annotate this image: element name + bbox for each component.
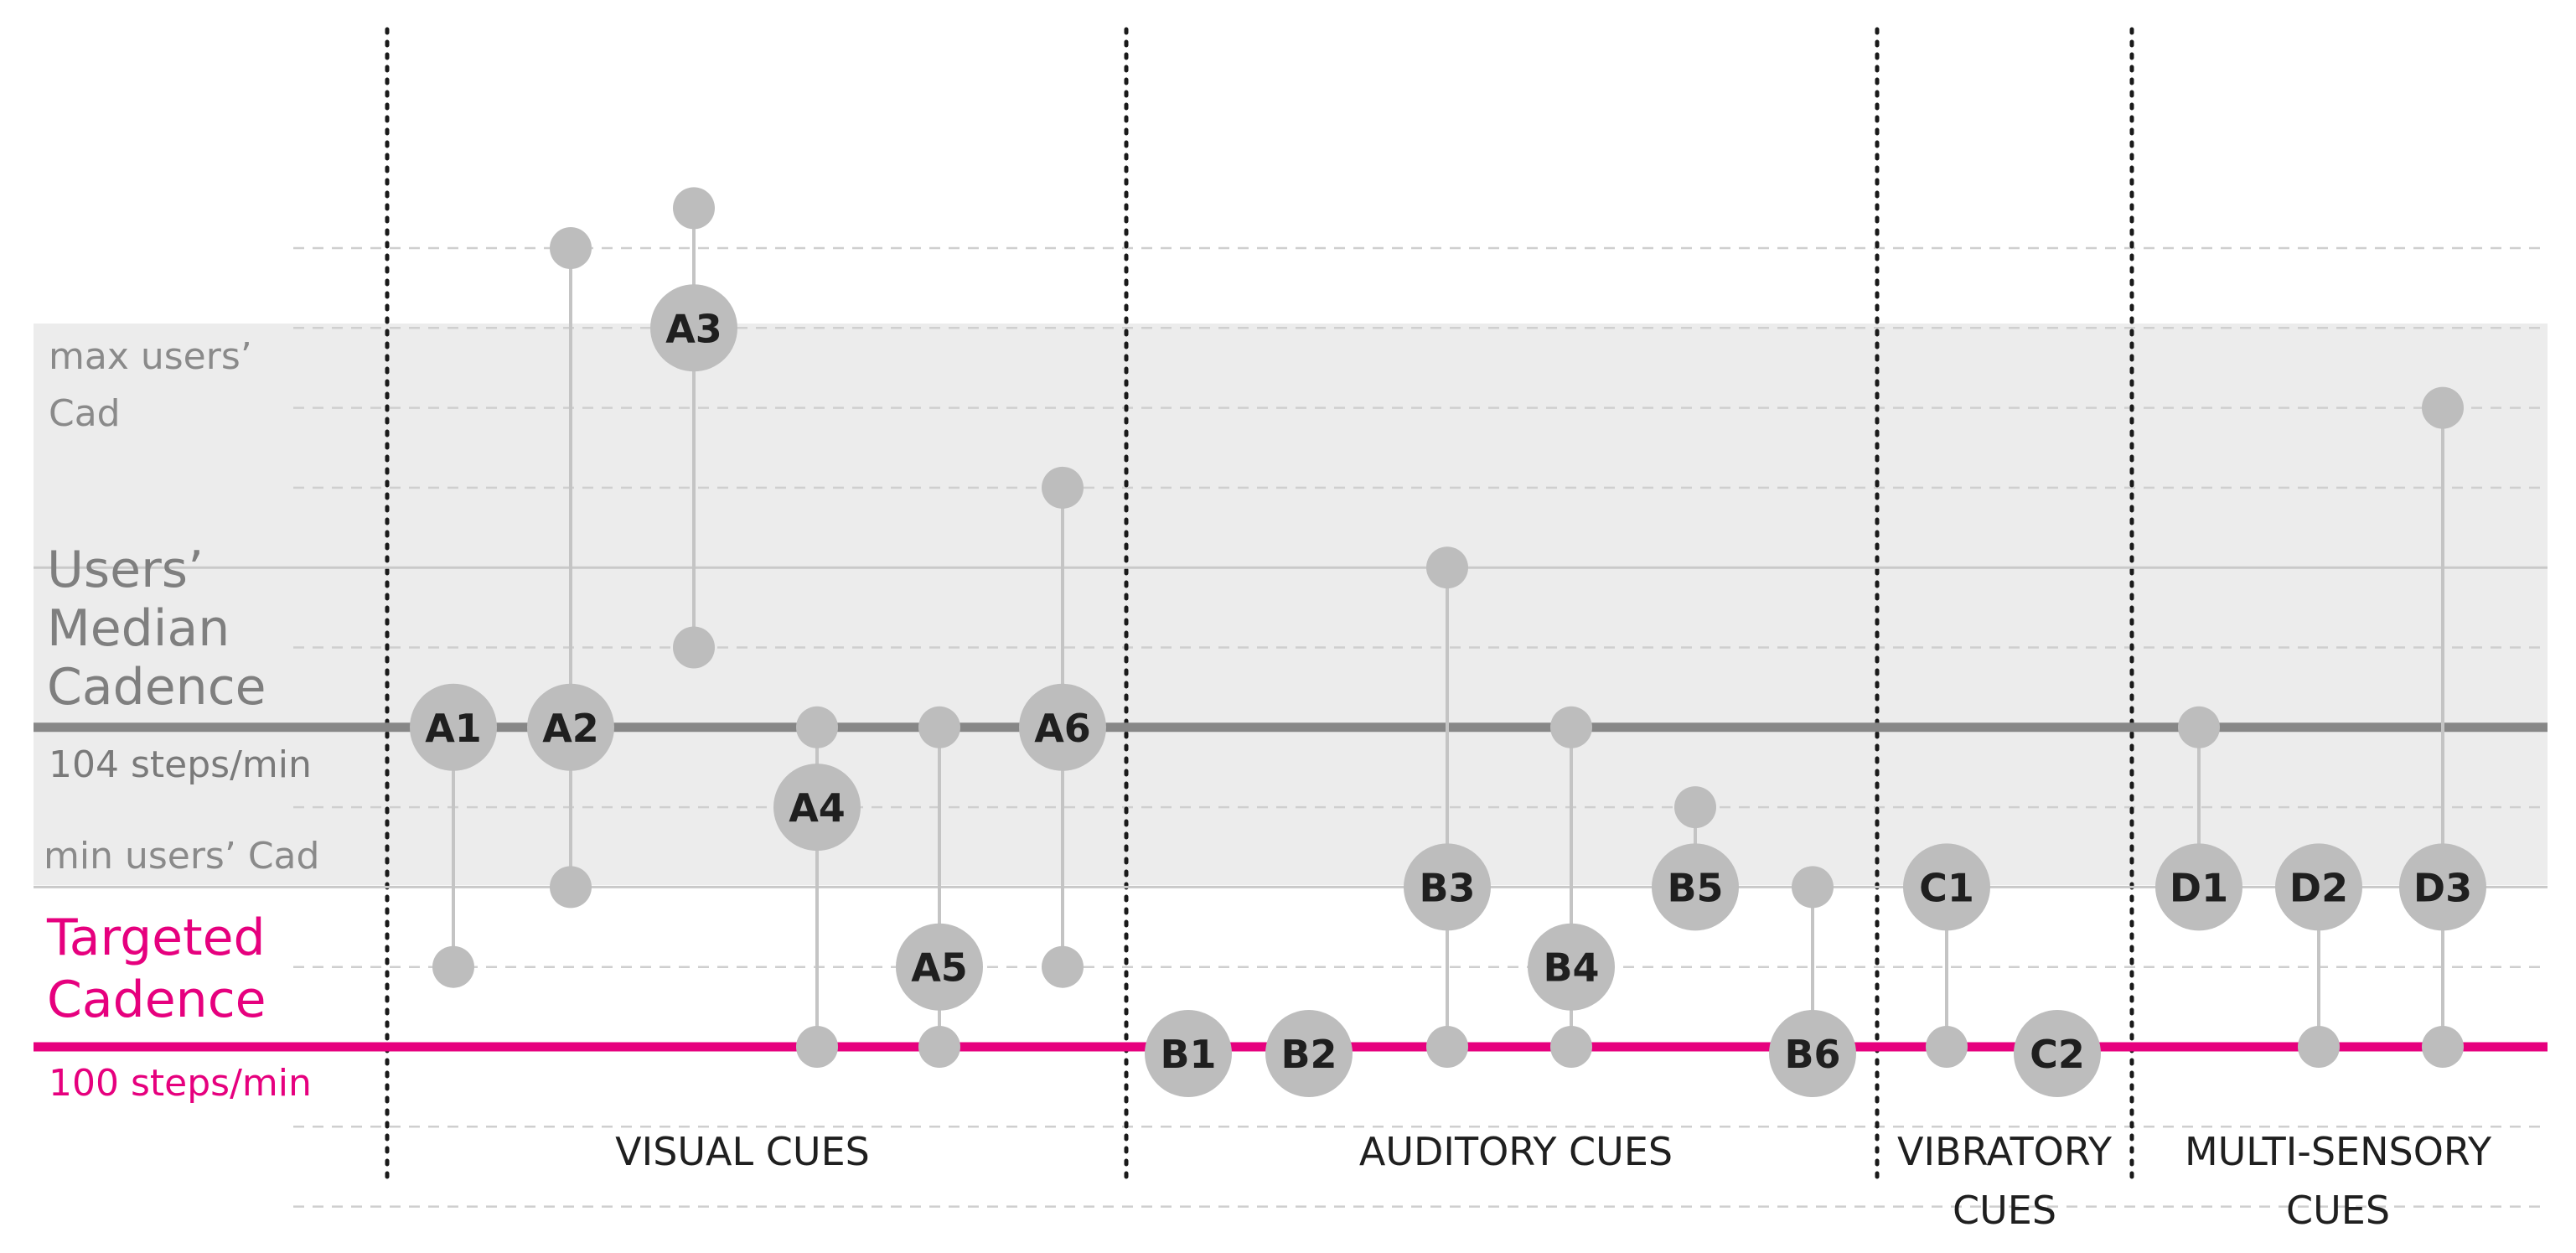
node-label-b1: B1 bbox=[1160, 1032, 1216, 1077]
dot-a3-max bbox=[673, 187, 715, 230]
node-a2 bbox=[527, 683, 614, 771]
dot-a6-max bbox=[1042, 466, 1084, 509]
dot-d2-min bbox=[2298, 1026, 2340, 1068]
dot-a4-min bbox=[796, 1026, 838, 1068]
node-label-d2: D2 bbox=[2289, 865, 2348, 910]
dot-b3-max bbox=[1426, 546, 1468, 589]
users-median-cadence-label: Users’ Median Cadence bbox=[47, 541, 266, 717]
dot-b4-max bbox=[1550, 706, 1592, 748]
node-label-a5: A5 bbox=[911, 945, 968, 991]
node-label-c1: C1 bbox=[1919, 865, 1974, 910]
dot-d3-min bbox=[2422, 1026, 2464, 1068]
node-label-a3: A3 bbox=[665, 306, 722, 351]
node-label-b4: B4 bbox=[1543, 945, 1599, 991]
node-label-d3: D3 bbox=[2413, 865, 2472, 910]
category-labels: VISUAL CUES AUDITORY CUES VIBRATORY CUES MUL… bbox=[615, 1129, 2492, 1233]
targeted-cadence-label: Targeted Cadence bbox=[46, 909, 266, 1029]
node-d2 bbox=[2275, 843, 2362, 931]
category-label-multi-sensory-cues: MULTI-SENSORY CUES bbox=[2185, 1129, 2492, 1233]
node-a1 bbox=[410, 683, 497, 771]
dot-c1-min bbox=[1926, 1026, 1968, 1068]
node-label-d1: D1 bbox=[2170, 865, 2228, 910]
node-a5 bbox=[896, 923, 983, 1011]
dot-a5-min bbox=[918, 1026, 960, 1068]
dot-a6-min bbox=[1042, 945, 1084, 988]
study-nodes: A1 A2 A3 A4 A5 A6 B1 B2 B3 B4 B5 B6 C1 C2 D1 D2 D3 bbox=[410, 284, 2486, 1097]
category-separators bbox=[385, 27, 2134, 1186]
dot-b5-max bbox=[1674, 786, 1716, 829]
targeted-value-label: 100 steps/min bbox=[49, 1062, 312, 1105]
node-a6 bbox=[1019, 683, 1106, 771]
category-label-vibratory-cues: VIBRATORY CUES bbox=[1897, 1129, 2113, 1233]
dot-a2-max bbox=[550, 227, 592, 269]
node-a3 bbox=[650, 284, 737, 372]
node-label-b3: B3 bbox=[1419, 865, 1475, 910]
node-label-c2: C2 bbox=[2030, 1032, 2085, 1077]
median-value-label: 104 steps/min bbox=[49, 743, 312, 786]
node-b6 bbox=[1769, 1010, 1856, 1097]
dot-a5-max bbox=[918, 706, 960, 748]
node-c1 bbox=[1903, 843, 1990, 931]
dot-a2-min bbox=[550, 866, 592, 909]
node-b1 bbox=[1145, 1010, 1232, 1097]
y-labels: max users’ Cad Users’ Median Cadence 104 st… bbox=[44, 335, 319, 1105]
node-b5 bbox=[1652, 843, 1739, 931]
dot-a3-min bbox=[673, 626, 715, 669]
dot-b6-max bbox=[1792, 866, 1834, 909]
node-label-a4: A4 bbox=[789, 785, 846, 831]
max-users-cad-label: max users’ Cad bbox=[49, 335, 252, 435]
node-label-b2: B2 bbox=[1280, 1032, 1337, 1077]
dot-a4-max bbox=[796, 706, 838, 748]
node-b4 bbox=[1528, 923, 1615, 1011]
dot-b4-min bbox=[1550, 1026, 1592, 1068]
node-b2 bbox=[1265, 1010, 1353, 1097]
dot-d1-max bbox=[2178, 706, 2220, 748]
node-a4 bbox=[773, 764, 861, 852]
dot-a1-min bbox=[432, 945, 474, 988]
range-end-dots bbox=[432, 187, 2464, 1068]
dot-b3-min bbox=[1426, 1026, 1468, 1068]
node-d3 bbox=[2399, 843, 2486, 931]
node-c2 bbox=[2014, 1010, 2101, 1097]
node-label-b5: B5 bbox=[1667, 865, 1723, 910]
min-users-cad-label: min users’ Cad bbox=[44, 835, 319, 878]
node-label-a6: A6 bbox=[1034, 706, 1091, 751]
category-label-visual-cues: VISUAL CUES bbox=[615, 1129, 870, 1174]
node-label-b6: B6 bbox=[1784, 1032, 1840, 1077]
category-label-auditory-cues: AUDITORY CUES bbox=[1359, 1129, 1673, 1174]
node-b3 bbox=[1404, 843, 1491, 931]
node-d1 bbox=[2155, 843, 2242, 931]
node-label-a2: A2 bbox=[542, 706, 599, 751]
node-label-a1: A1 bbox=[425, 706, 482, 751]
dot-d3-max bbox=[2422, 386, 2464, 429]
range-connectors bbox=[452, 208, 2444, 1047]
